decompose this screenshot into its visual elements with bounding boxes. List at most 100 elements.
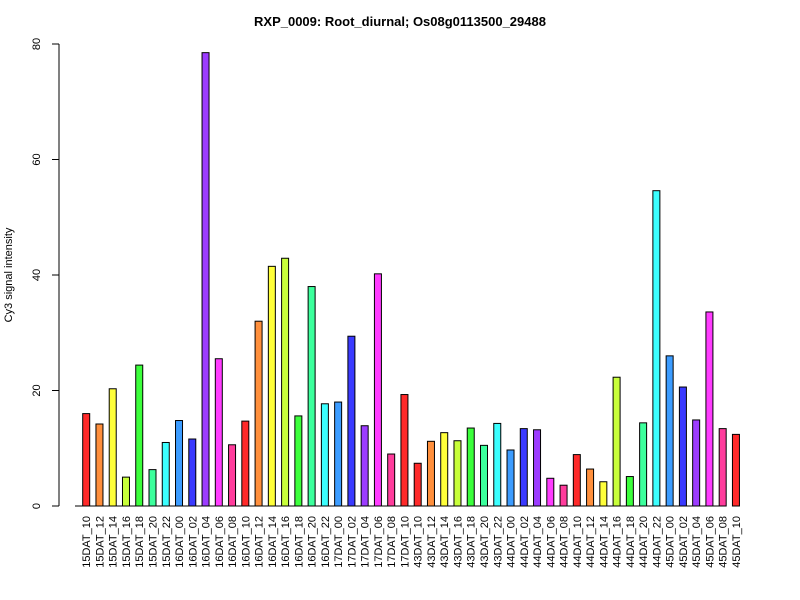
x-tick-label: 16DAT_12 xyxy=(254,516,266,568)
x-tick-label: 17DAT_00 xyxy=(333,516,345,568)
x-tick-label: 44DAT_04 xyxy=(532,516,544,568)
x-tick-label: 44DAT_18 xyxy=(625,516,637,568)
y-tick-label: 80 xyxy=(31,38,43,50)
x-tick-label: 44DAT_06 xyxy=(545,516,557,568)
x-tick-label: 15DAT_14 xyxy=(108,516,120,568)
x-tick-label: 16DAT_08 xyxy=(227,516,239,568)
x-tick-label: 44DAT_02 xyxy=(519,516,531,568)
bar-44dat-20 xyxy=(639,422,648,507)
bar-17dat-08 xyxy=(387,453,396,507)
x-tick-label: 16DAT_14 xyxy=(267,516,279,568)
bar-16dat-02 xyxy=(188,438,197,507)
bar-15dat-14 xyxy=(108,388,117,507)
x-tick-label: 45DAT_08 xyxy=(718,516,730,568)
x-tick-label: 15DAT_18 xyxy=(134,516,146,568)
y-axis: 0 20 40 60 80 xyxy=(31,38,60,509)
x-tick-label: 45DAT_04 xyxy=(691,516,703,568)
x-tick-label: 15DAT_12 xyxy=(94,516,106,568)
bar-45dat-00 xyxy=(665,355,674,507)
x-tick-label: 44DAT_10 xyxy=(572,516,584,568)
bar-16dat-12 xyxy=(254,320,263,507)
x-tick-label: 44DAT_16 xyxy=(612,516,624,568)
bar-16dat-22 xyxy=(320,403,329,507)
bar-44dat-16 xyxy=(612,376,621,507)
bar-15dat-20 xyxy=(148,469,157,507)
bar-44dat-18 xyxy=(625,476,634,507)
bar-44dat-04 xyxy=(533,429,542,507)
x-tick-label: 15DAT_16 xyxy=(121,516,133,568)
bar-43dat-16 xyxy=(453,440,462,507)
x-tick-label: 17DAT_10 xyxy=(399,516,411,568)
x-tick-label: 44DAT_00 xyxy=(506,516,518,568)
bar-44dat-08 xyxy=(559,484,568,507)
x-tick-label: 15DAT_22 xyxy=(161,516,173,568)
bar-44dat-22 xyxy=(652,190,661,507)
x-tick-label: 43DAT_22 xyxy=(492,516,504,568)
bar-43dat-22 xyxy=(493,422,502,507)
bars-group xyxy=(75,52,740,507)
x-tick-label: 16DAT_18 xyxy=(293,516,305,568)
bar-16dat-14 xyxy=(267,265,276,507)
x-tick-label: 15DAT_20 xyxy=(148,516,160,568)
x-tick-label: 16DAT_04 xyxy=(201,516,213,568)
bar-45dat-08 xyxy=(718,428,727,507)
bar-44dat-00 xyxy=(506,449,515,507)
x-tick-label: 43DAT_12 xyxy=(426,516,438,568)
bar-44dat-06 xyxy=(546,477,555,507)
bar-43dat-14 xyxy=(440,432,449,507)
y-tick-label: 20 xyxy=(31,384,43,396)
x-tick-label: 43DAT_20 xyxy=(479,516,491,568)
bar-16dat-16 xyxy=(281,257,290,507)
bar-15dat-10 xyxy=(82,413,91,507)
x-tick-label: 43DAT_10 xyxy=(413,516,425,568)
x-tick-label: 45DAT_02 xyxy=(678,516,690,568)
bar-44dat-12 xyxy=(586,468,595,507)
x-tick-label: 43DAT_14 xyxy=(439,516,451,568)
x-tick-label: 16DAT_16 xyxy=(280,516,292,568)
x-tick-label: 44DAT_14 xyxy=(598,516,610,568)
bar-44dat-14 xyxy=(599,481,608,507)
x-tick-label: 44DAT_08 xyxy=(559,516,571,568)
bar-45dat-02 xyxy=(678,386,687,507)
chart-title: RXP_0009: Root_diurnal; Os08g0113500_294… xyxy=(254,14,546,29)
bar-15dat-16 xyxy=(121,476,130,507)
bar-16dat-18 xyxy=(294,415,303,507)
y-tick-label: 0 xyxy=(31,503,43,509)
bar-44dat-02 xyxy=(519,428,528,507)
y-axis-label: Cy3 signal intensity xyxy=(3,227,15,322)
y-tick-label: 40 xyxy=(31,269,43,281)
x-tick-label: 45DAT_00 xyxy=(665,516,677,568)
x-tick-label: 44DAT_22 xyxy=(651,516,663,568)
bar-17dat-00 xyxy=(334,401,343,507)
bar-17dat-10 xyxy=(400,394,409,507)
bar-17dat-06 xyxy=(373,273,382,507)
bar-15dat-18 xyxy=(135,364,144,507)
bar-43dat-10 xyxy=(413,462,422,507)
x-tick-label: 17DAT_04 xyxy=(360,516,372,568)
bar-16dat-20 xyxy=(307,286,316,507)
x-tick-label: 16DAT_22 xyxy=(320,516,332,568)
x-tick-label: 16DAT_20 xyxy=(307,516,319,568)
bar-43dat-18 xyxy=(466,427,475,507)
bar-43dat-12 xyxy=(426,440,435,507)
x-tick-label: 17DAT_02 xyxy=(346,516,358,568)
x-tick-label: 44DAT_12 xyxy=(585,516,597,568)
bar-16dat-06 xyxy=(214,358,223,507)
bar-45dat-04 xyxy=(692,419,701,507)
bar-16dat-10 xyxy=(241,420,250,507)
x-tick-label: 17DAT_06 xyxy=(373,516,385,568)
x-tick-label: 16DAT_02 xyxy=(187,516,199,568)
bar-15dat-12 xyxy=(95,423,104,507)
bar-16dat-04 xyxy=(201,52,210,507)
x-tick-label: 16DAT_00 xyxy=(174,516,186,568)
x-tick-label: 17DAT_08 xyxy=(386,516,398,568)
x-tick-label: 43DAT_16 xyxy=(452,516,464,568)
x-tick-label: 16DAT_06 xyxy=(214,516,226,568)
bar-45dat-10 xyxy=(731,433,740,507)
x-tick-label: 16DAT_10 xyxy=(240,516,252,568)
bar-45dat-06 xyxy=(705,311,714,507)
x-tick-label: 44DAT_20 xyxy=(638,516,650,568)
x-tick-label: 43DAT_18 xyxy=(466,516,478,568)
